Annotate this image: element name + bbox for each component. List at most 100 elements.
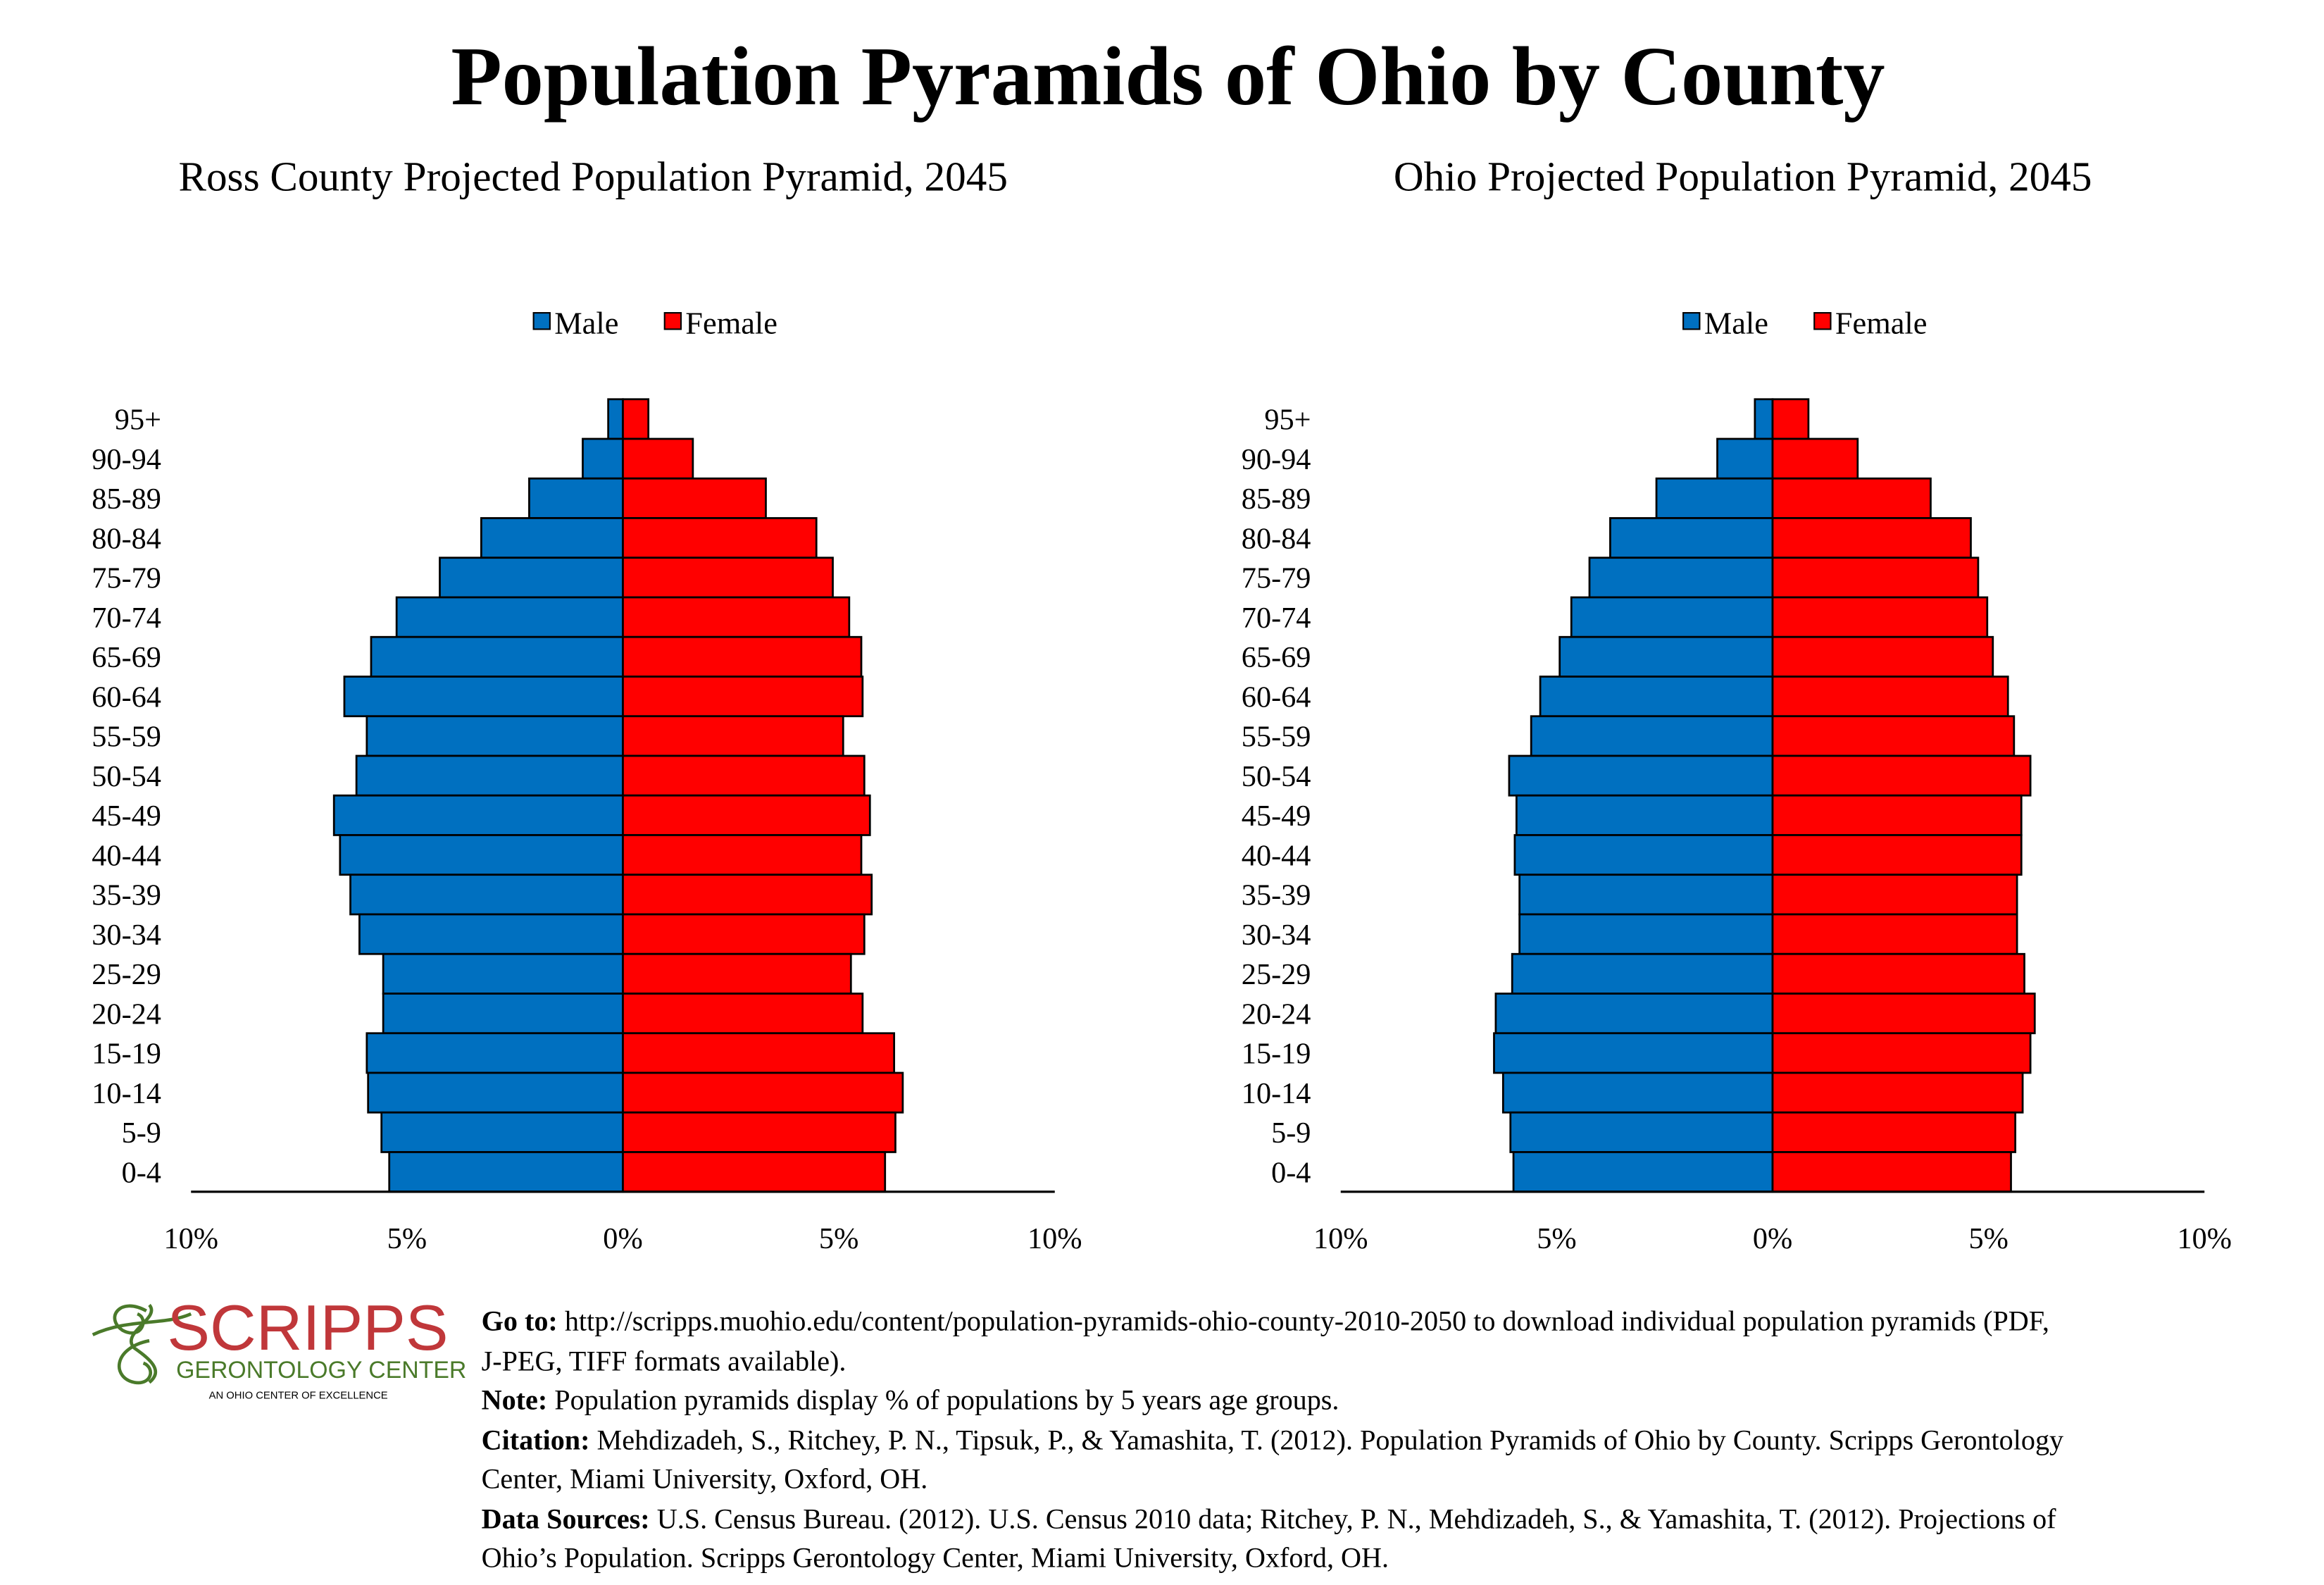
- x-tick-label: 5%: [387, 1222, 427, 1255]
- bar-male-55-59: [366, 715, 624, 757]
- legend-swatch-male: [1682, 312, 1701, 330]
- age-label: 65-69: [1242, 641, 1311, 674]
- bar-female-5-9: [622, 1111, 897, 1153]
- age-label: 40-44: [1242, 839, 1311, 872]
- bar-female-15-19: [622, 1032, 895, 1074]
- age-label: 20-24: [92, 997, 161, 1031]
- legend: Male Female: [532, 306, 777, 341]
- bar-female-70-74: [622, 596, 851, 638]
- bar-male-45-49: [1515, 794, 1774, 836]
- bar-male-5-9: [1509, 1111, 1774, 1153]
- x-tick-label: 5%: [1968, 1222, 2008, 1255]
- logo-subtitle: GERONTOLOGY CENTER: [176, 1357, 466, 1384]
- bar-female-25-29: [1771, 952, 2025, 995]
- bar-female-60-64: [622, 676, 864, 718]
- bar-male-25-29: [382, 952, 624, 995]
- svg-text:Go to: http://scripps.muohio.e: Go to: http://scripps.muohio.edu/content…: [482, 1305, 2049, 1336]
- bar-female-55-59: [1771, 715, 2016, 757]
- age-label: 45-49: [1242, 800, 1311, 833]
- bar-male-90-94: [1716, 437, 1774, 480]
- age-label: 95+: [115, 404, 161, 437]
- bar-female-60-64: [1771, 676, 2009, 718]
- goto-text: http://scripps.muohio.edu/content/popula…: [558, 1305, 2049, 1336]
- svg-text:Data Sources: U.S. Census Bure: Data Sources: U.S. Census Bureau. (2012)…: [482, 1503, 2057, 1535]
- chart-title: Ross County Projected Population Pyramid…: [178, 154, 1007, 200]
- bar-male-5-9: [380, 1111, 624, 1153]
- bar-female-35-39: [1771, 874, 2018, 916]
- bar-male-20-24: [382, 993, 624, 1035]
- age-label: 40-44: [92, 839, 161, 872]
- age-label: 50-54: [92, 760, 161, 793]
- bar-female-20-24: [1771, 993, 2036, 1035]
- bar-male-60-64: [1539, 676, 1774, 718]
- age-label: 30-34: [92, 919, 161, 952]
- age-label: 30-34: [1242, 919, 1311, 952]
- citation-text: Mehdizadeh, S., Ritchey, P. N., Tipsuk, …: [590, 1424, 2064, 1456]
- bar-female-50-54: [1771, 754, 2032, 797]
- scripps-logo: SCRIPPS GERONTOLOGY CENTER AN OHIO CENTE…: [92, 1293, 466, 1402]
- goto-label: Go to:: [482, 1305, 558, 1336]
- page-title: Population Pyramids of Ohio by County: [451, 30, 1885, 123]
- bar-female-20-24: [622, 993, 864, 1035]
- age-label: 5-9: [1271, 1117, 1311, 1150]
- pyramid-chart-1: Ross County Projected Population Pyramid…: [92, 154, 1082, 1255]
- bar-female-15-19: [1771, 1032, 2032, 1074]
- age-label: 80-84: [1242, 522, 1311, 555]
- bar-male-80-84: [480, 517, 624, 559]
- bar-male-75-79: [1588, 557, 1774, 599]
- bar-male-85-89: [1655, 477, 1774, 519]
- bar-female-90-94: [1771, 437, 1859, 480]
- age-label: 95+: [1264, 404, 1311, 437]
- sources-text: U.S. Census Bureau. (2012). U.S. Census …: [650, 1503, 2056, 1535]
- x-tick-label: 10%: [2178, 1222, 2232, 1255]
- x-tick-label: 5%: [1537, 1222, 1576, 1255]
- bar-female-0-4: [1771, 1151, 2012, 1193]
- bar-male-90-94: [582, 437, 624, 480]
- chart-title: Ohio Projected Population Pyramid, 2045: [1394, 154, 2092, 200]
- age-label: 25-29: [1242, 958, 1311, 991]
- age-label: 0-4: [1271, 1156, 1311, 1189]
- age-label: 15-19: [92, 1038, 161, 1071]
- bar-female-95+: [1771, 398, 1810, 440]
- bar-male-40-44: [1513, 834, 1774, 876]
- pyramid-chart-2: Ohio Projected Population Pyramid, 2045 M…: [1242, 154, 2232, 1255]
- age-label: 50-54: [1242, 760, 1311, 793]
- age-label: 90-94: [92, 443, 161, 476]
- bar-female-0-4: [622, 1151, 887, 1193]
- x-tick-label: 0%: [603, 1222, 642, 1255]
- bar-female-90-94: [622, 437, 694, 480]
- bar-male-80-84: [1609, 517, 1774, 559]
- logo-name: SCRIPPS: [167, 1293, 448, 1364]
- age-label: 35-39: [92, 879, 161, 912]
- bar-male-40-44: [339, 834, 624, 876]
- x-tick-label: 10%: [1313, 1222, 1368, 1255]
- legend-label-male: Male: [554, 306, 618, 341]
- age-label: 75-79: [1242, 562, 1311, 595]
- bar-female-5-9: [1771, 1111, 2017, 1153]
- bar-male-95+: [607, 398, 624, 440]
- age-label: 75-79: [92, 562, 161, 595]
- bar-female-45-49: [622, 794, 871, 836]
- bar-female-35-39: [622, 874, 873, 916]
- age-label: 65-69: [92, 641, 161, 674]
- bar-female-85-89: [1771, 477, 1932, 519]
- bar-male-30-34: [358, 913, 624, 955]
- age-label: 70-74: [1242, 602, 1311, 635]
- age-label: 10-14: [92, 1077, 161, 1110]
- bar-male-20-24: [1494, 993, 1774, 1035]
- age-label: 55-59: [1242, 721, 1311, 754]
- age-label: 45-49: [92, 800, 161, 833]
- note-text: Population pyramids display % of populat…: [547, 1384, 1339, 1415]
- bar-female-10-14: [622, 1071, 904, 1114]
- bar-male-10-14: [367, 1071, 624, 1114]
- svg-text:Note: Population pyramids disp: Note: Population pyramids display % of p…: [482, 1384, 1339, 1415]
- age-label: 85-89: [92, 483, 161, 516]
- bar-male-75-79: [439, 557, 624, 599]
- age-label: 25-29: [92, 958, 161, 991]
- bar-male-50-54: [1508, 754, 1774, 797]
- bar-female-95+: [622, 398, 650, 440]
- sources-label: Data Sources:: [482, 1503, 650, 1535]
- bar-female-10-14: [1771, 1071, 2024, 1114]
- bar-male-35-39: [349, 874, 624, 916]
- bar-male-50-54: [355, 754, 624, 797]
